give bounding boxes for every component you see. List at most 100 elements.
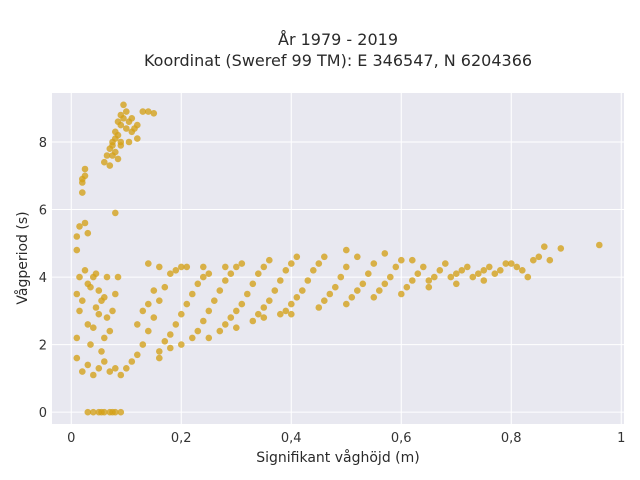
data-point bbox=[81, 165, 89, 173]
data-point bbox=[541, 243, 548, 250]
data-point bbox=[315, 304, 323, 311]
data-point bbox=[425, 277, 433, 284]
data-point bbox=[87, 283, 94, 291]
data-point bbox=[354, 287, 361, 294]
data-point bbox=[90, 273, 97, 281]
data-point bbox=[183, 300, 191, 308]
data-point bbox=[167, 270, 174, 278]
data-point bbox=[453, 280, 460, 288]
data-point bbox=[189, 290, 196, 298]
data-point bbox=[233, 324, 240, 332]
data-point bbox=[370, 294, 378, 301]
data-point bbox=[200, 263, 207, 271]
data-point bbox=[114, 131, 122, 139]
data-point bbox=[103, 152, 111, 159]
data-point bbox=[447, 273, 455, 281]
data-point bbox=[321, 297, 328, 305]
x-tick-label: 0,2 bbox=[171, 431, 192, 446]
data-point bbox=[205, 334, 213, 342]
data-point bbox=[266, 256, 273, 264]
data-point bbox=[475, 270, 482, 278]
data-point bbox=[79, 297, 86, 305]
data-point bbox=[156, 297, 163, 305]
y-tick-label: 8 bbox=[39, 136, 47, 151]
data-point bbox=[557, 245, 565, 252]
data-point bbox=[254, 310, 262, 318]
data-point bbox=[90, 408, 97, 416]
data-point bbox=[321, 253, 328, 261]
data-point bbox=[98, 348, 105, 355]
data-point bbox=[480, 277, 488, 284]
data-point bbox=[216, 327, 224, 335]
data-point bbox=[167, 344, 174, 352]
data-point bbox=[238, 300, 246, 308]
data-point bbox=[84, 408, 92, 416]
data-point bbox=[161, 338, 169, 345]
x-tick-labels: 0 0,2 0,4 0,6 0,8 1 bbox=[67, 431, 625, 446]
data-point bbox=[73, 290, 81, 298]
data-point bbox=[453, 270, 460, 278]
data-point bbox=[150, 287, 158, 294]
data-point bbox=[95, 310, 103, 318]
data-point bbox=[277, 277, 284, 284]
data-point bbox=[596, 241, 603, 249]
data-point bbox=[425, 283, 433, 291]
data-point bbox=[87, 341, 94, 348]
data-point bbox=[101, 158, 108, 166]
data-point bbox=[112, 290, 119, 298]
data-point bbox=[491, 270, 499, 278]
chart-title-line-1: År 1979 - 2019 bbox=[278, 30, 398, 49]
x-tick-label: 1 bbox=[617, 431, 625, 446]
data-point bbox=[109, 307, 116, 315]
data-point bbox=[409, 277, 416, 284]
data-point bbox=[216, 287, 224, 294]
data-point bbox=[109, 408, 116, 416]
data-point bbox=[238, 260, 246, 267]
data-point bbox=[288, 310, 295, 318]
data-point bbox=[90, 324, 97, 332]
x-axis-label: Signifikant våghöjd (m) bbox=[256, 449, 419, 466]
data-point bbox=[117, 121, 125, 129]
data-point bbox=[103, 273, 111, 281]
data-point bbox=[150, 110, 158, 117]
chart-title-line-2: Koordinat (Sweref 99 TM): E 346547, N 62… bbox=[144, 51, 532, 70]
data-point bbox=[315, 260, 323, 267]
data-point bbox=[178, 263, 185, 271]
data-point bbox=[101, 358, 108, 365]
data-point bbox=[134, 321, 141, 328]
data-point bbox=[282, 267, 290, 274]
data-point bbox=[271, 287, 279, 294]
data-point bbox=[343, 263, 350, 271]
data-point bbox=[480, 267, 488, 274]
data-point bbox=[76, 223, 83, 230]
data-point bbox=[106, 368, 114, 375]
data-point bbox=[222, 277, 229, 284]
data-point bbox=[464, 263, 471, 271]
data-point bbox=[222, 321, 229, 328]
data-point bbox=[112, 365, 119, 372]
data-point bbox=[76, 307, 83, 315]
data-point bbox=[486, 263, 493, 271]
data-point bbox=[139, 307, 147, 315]
y-tick-label: 6 bbox=[39, 204, 47, 219]
data-point bbox=[299, 287, 306, 294]
data-point bbox=[128, 358, 136, 365]
y-tick-label: 4 bbox=[39, 271, 47, 286]
data-point bbox=[403, 283, 411, 291]
y-tick-label: 0 bbox=[39, 406, 47, 421]
data-point bbox=[120, 101, 127, 109]
data-point bbox=[546, 256, 554, 264]
data-point bbox=[431, 273, 438, 281]
data-point bbox=[134, 135, 141, 142]
data-point bbox=[145, 108, 152, 115]
data-point bbox=[277, 310, 284, 318]
data-point bbox=[79, 189, 86, 196]
data-point bbox=[114, 273, 122, 281]
data-point bbox=[260, 314, 268, 321]
data-point bbox=[244, 290, 251, 298]
data-point bbox=[530, 256, 537, 264]
data-point bbox=[227, 314, 235, 321]
x-tick-label: 0,8 bbox=[501, 431, 522, 446]
y-axis-label: Vågperiod (s) bbox=[14, 211, 31, 304]
data-point bbox=[156, 354, 163, 362]
